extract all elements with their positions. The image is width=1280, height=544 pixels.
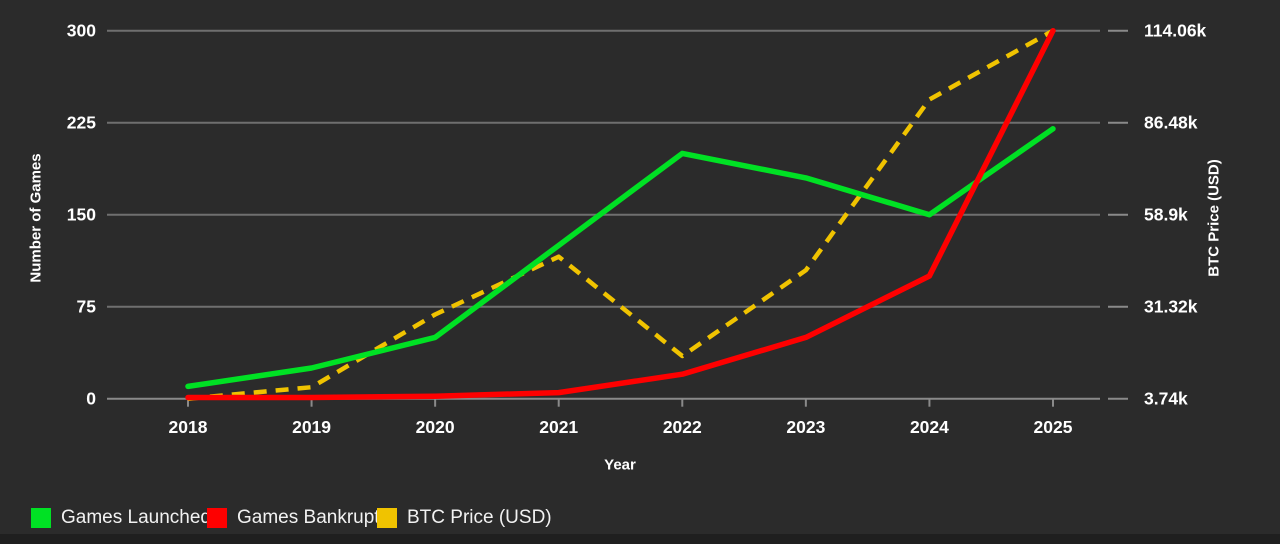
right-axis-tick-label: 58.9k bbox=[1144, 205, 1188, 225]
x-axis-tick-label: 2023 bbox=[786, 417, 825, 437]
left-axis-title: Number of Games bbox=[27, 153, 45, 283]
right-axis-tick-label: 31.32k bbox=[1144, 297, 1198, 317]
right-axis-title: BTC Price (USD) bbox=[1205, 159, 1223, 277]
y-axis-tick-label: 150 bbox=[67, 205, 96, 225]
x-axis-tick-label: 2021 bbox=[539, 417, 578, 437]
legend-swatch-games-launched-icon bbox=[31, 508, 51, 528]
legend-item-games-launched[interactable]: Games Launched bbox=[31, 507, 211, 529]
y-axis-tick-label: 0 bbox=[86, 389, 96, 409]
y-axis-tick-label: 300 bbox=[67, 21, 96, 41]
series-line-btc-price-usd bbox=[187, 28, 1055, 401]
x-axis-tick-label: 2022 bbox=[663, 417, 702, 437]
series-line-games-launched bbox=[185, 126, 1056, 390]
right-axis-tick-label: 86.48k bbox=[1144, 113, 1198, 133]
series-line-games-bankrupt bbox=[185, 27, 1056, 401]
legend-label-btc-price: BTC Price (USD) bbox=[407, 507, 552, 528]
legend: Games Launched Games Bankrupt BTC Price … bbox=[0, 507, 1280, 529]
legend-item-btc-price[interactable]: BTC Price (USD) bbox=[377, 507, 552, 529]
x-axis-tick-label: 2018 bbox=[169, 417, 208, 437]
legend-swatch-btc-price-icon bbox=[377, 508, 397, 528]
legend-label-games-launched: Games Launched bbox=[61, 507, 211, 528]
legend-label-games-bankrupt: Games Bankrupt bbox=[237, 507, 380, 528]
legend-item-games-bankrupt[interactable]: Games Bankrupt bbox=[207, 507, 380, 529]
x-axis-tick-label: 2024 bbox=[910, 417, 949, 437]
y-axis-tick-label: 75 bbox=[77, 297, 97, 317]
bottom-strip bbox=[0, 534, 1280, 544]
x-axis-title: Year bbox=[604, 456, 636, 474]
right-axis-tick-label: 3.74k bbox=[1144, 389, 1188, 409]
right-axis-tick-label: 114.06k bbox=[1144, 21, 1207, 41]
y-axis-tick-label: 225 bbox=[67, 113, 96, 133]
legend-swatch-games-bankrupt-icon bbox=[207, 508, 227, 528]
x-axis-tick-label: 2025 bbox=[1034, 417, 1073, 437]
x-axis-tick-label: 2020 bbox=[416, 417, 455, 437]
x-axis-tick-label: 2019 bbox=[292, 417, 331, 437]
